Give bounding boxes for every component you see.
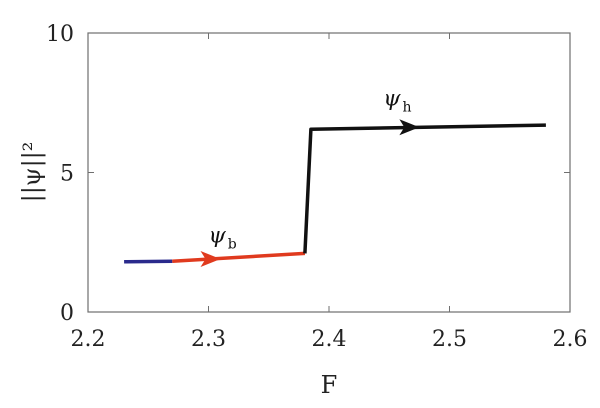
x-axis-label: F <box>321 371 338 399</box>
annotation-subscript: h <box>402 100 411 116</box>
series-line-1 <box>172 251 306 263</box>
series-layer <box>124 123 546 264</box>
plot-frame <box>87 32 571 313</box>
y-tick-label: 5 <box>60 162 74 187</box>
x-tick-label: 2.2 <box>71 327 106 352</box>
x-tick-label: 2.4 <box>312 327 347 352</box>
direction-arrow-0 <box>200 250 221 267</box>
series-line-0 <box>124 259 173 264</box>
x-tick-label: 2.6 <box>553 327 588 352</box>
y-tick-label: 0 <box>60 301 74 326</box>
x-tick-label: 2.5 <box>432 327 467 352</box>
series-line-2 <box>303 123 546 254</box>
direction-arrow-1 <box>399 119 420 136</box>
annotation-symbol: ψ <box>209 223 227 248</box>
annotation-layer: ψ bψ h <box>209 87 412 253</box>
annotation-symbol: ψ <box>383 87 401 112</box>
y-axis-label: ||ψ||² <box>18 142 47 203</box>
y-tick-label: 10 <box>46 22 74 47</box>
arrow-layer <box>200 119 420 267</box>
annotation-subscript: b <box>228 236 237 252</box>
y-axis-ticks: 0 5 10 <box>46 22 570 326</box>
x-tick-label: 2.3 <box>191 327 226 352</box>
x-axis-ticks: 2.2 2.3 2.4 2.5 2.6 <box>71 33 588 352</box>
